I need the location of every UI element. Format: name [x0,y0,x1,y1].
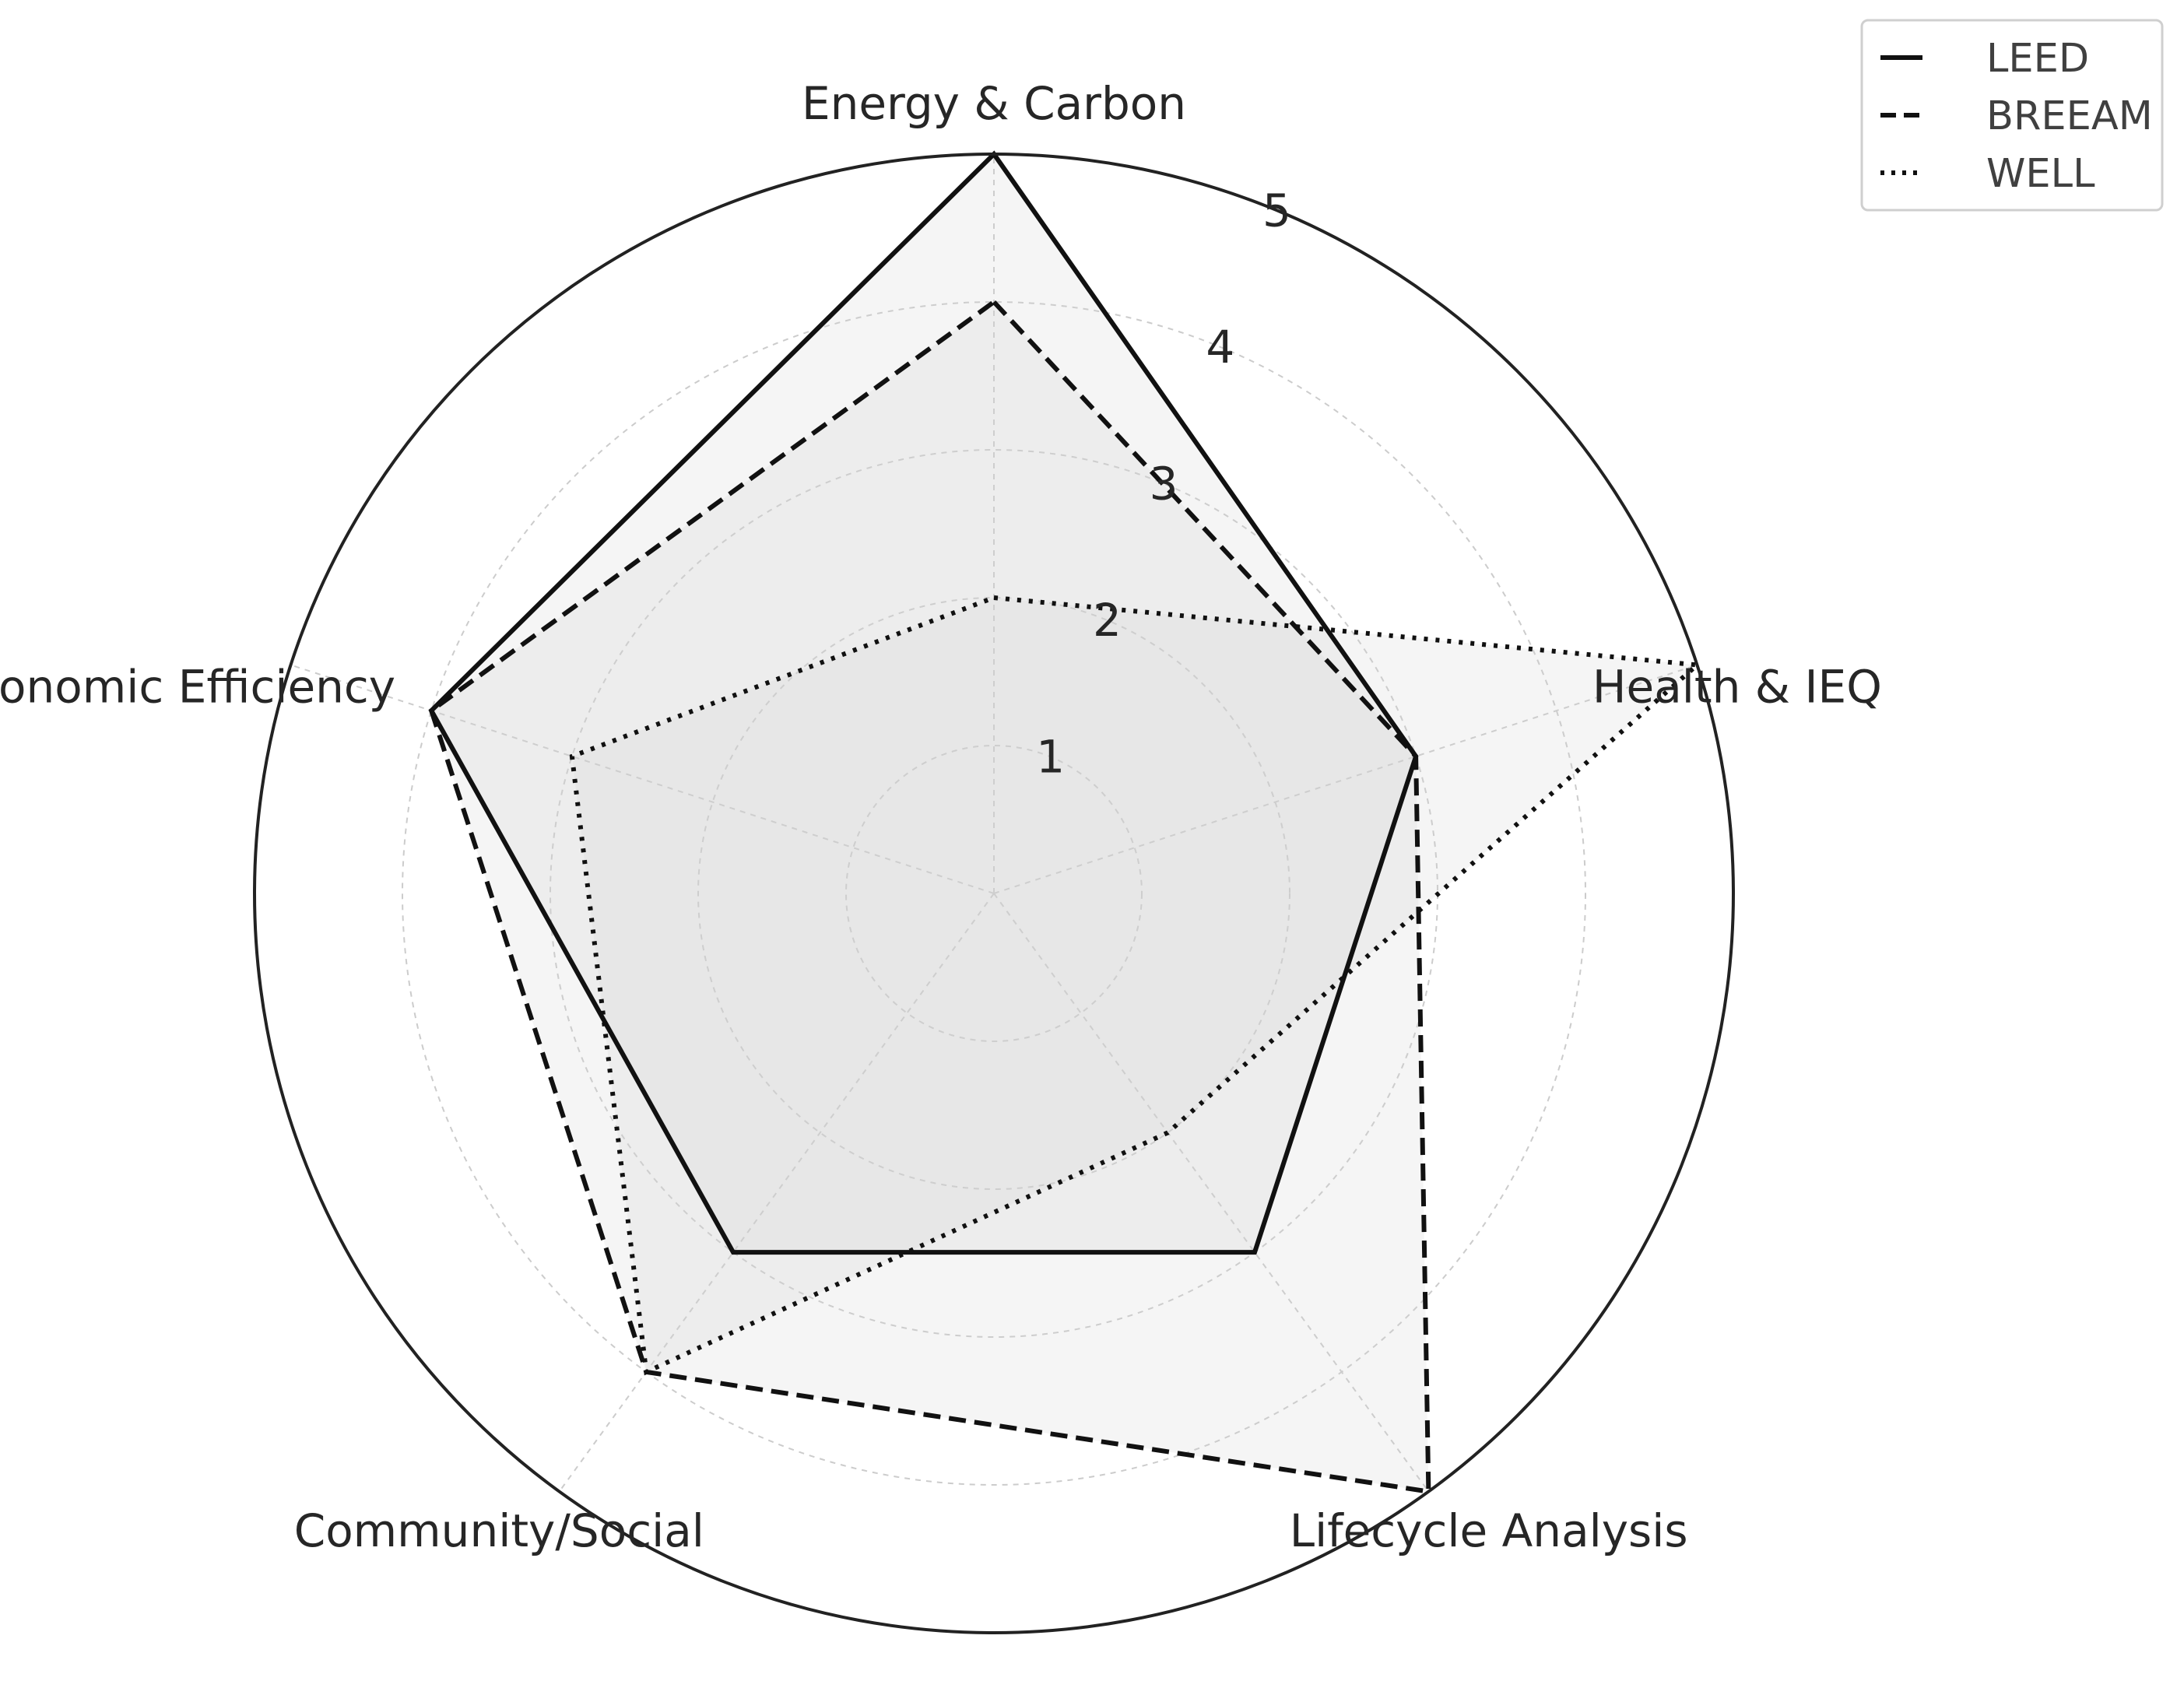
grid-ring [697,597,1290,1190]
axis-labels: Energy & Carbon Health & IEQ Lifecycle Ana… [0,77,1882,1557]
grid-spoke [993,664,1698,894]
grid-spoke [558,893,995,1493]
axis-label: Economic Efficiency [0,660,395,713]
legend-label-breeam: BREEAM [1986,93,2153,139]
radial-tick-3: 3 [1150,457,1178,510]
legend: LEED BREEAM WELL [1860,19,2164,212]
axis-label: Community/Social [294,1504,704,1557]
series-fill-layer [431,154,1698,1492]
grid-spoke [993,893,1430,1493]
series-line-layer [428,150,1703,1495]
radial-tick-5: 5 [1262,184,1291,237]
axis-label: Health & IEQ [1592,660,1882,713]
radial-tick-2: 2 [1093,594,1122,647]
series-fill-breeam [431,302,1429,1492]
polar-frame [253,153,1735,1634]
legend-label-well: WELL [1986,151,2095,197]
legend-label-leed: LEED [1986,36,2089,82]
radial-tick-1: 1 [1036,731,1065,784]
grid-spoke [290,664,995,894]
legend-box [1860,19,2164,212]
axis-label: Lifecycle Analysis [1290,1504,1688,1557]
series-line-breeam [428,299,1431,1495]
radial-tick-4: 4 [1206,321,1234,374]
grid-ring [402,301,1586,1486]
grid-ring [845,745,1143,1042]
radial-tick-labels: 1 2 3 4 5 [1036,184,1291,783]
series-fill-leed [431,154,1417,1253]
series-line-leed [428,150,1419,1255]
axis-label: Energy & Carbon [802,77,1186,130]
